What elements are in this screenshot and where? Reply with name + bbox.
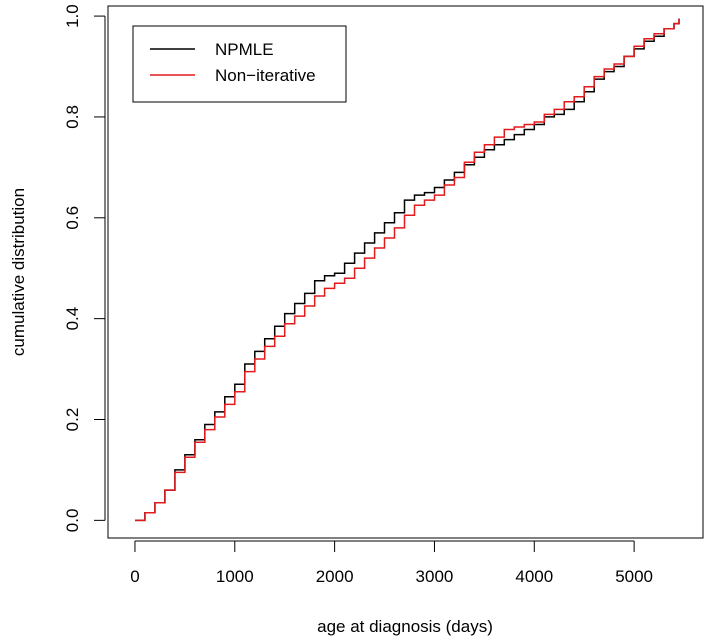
y-tick-label: 0.2: [63, 408, 82, 432]
legend: NPMLE Non−iterative: [132, 25, 347, 103]
x-tick-label: 2000: [316, 567, 354, 586]
y-tick-label: 0.6: [63, 206, 82, 230]
y-axis-title: cumulative distribution: [9, 188, 28, 356]
x-tick-label: 0: [130, 567, 139, 586]
x-axis: 0 1000 2000 3000 4000 5000: [130, 540, 653, 586]
plot-box: [107, 5, 704, 539]
legend-label-npmle: NPMLE: [215, 40, 274, 59]
series-layer: [135, 18, 680, 522]
legend-box: [132, 25, 347, 103]
x-tick-label: 4000: [515, 567, 553, 586]
x-tick-label: 5000: [615, 567, 653, 586]
y-tick-label: 1.0: [63, 4, 82, 28]
y-axis: 0.0 0.2 0.4 0.6 0.8 1.0: [63, 4, 106, 533]
x-axis-title: age at diagnosis (days): [317, 617, 493, 636]
x-tick-label: 3000: [416, 567, 454, 586]
x-tick-label: 1000: [216, 567, 254, 586]
y-tick-label: 0.4: [63, 307, 82, 331]
series-line-non-iterative: [135, 18, 680, 522]
y-tick-label: 0.0: [63, 509, 82, 533]
y-tick-label: 0.8: [63, 105, 82, 129]
legend-label-non-iterative: Non−iterative: [215, 66, 316, 85]
